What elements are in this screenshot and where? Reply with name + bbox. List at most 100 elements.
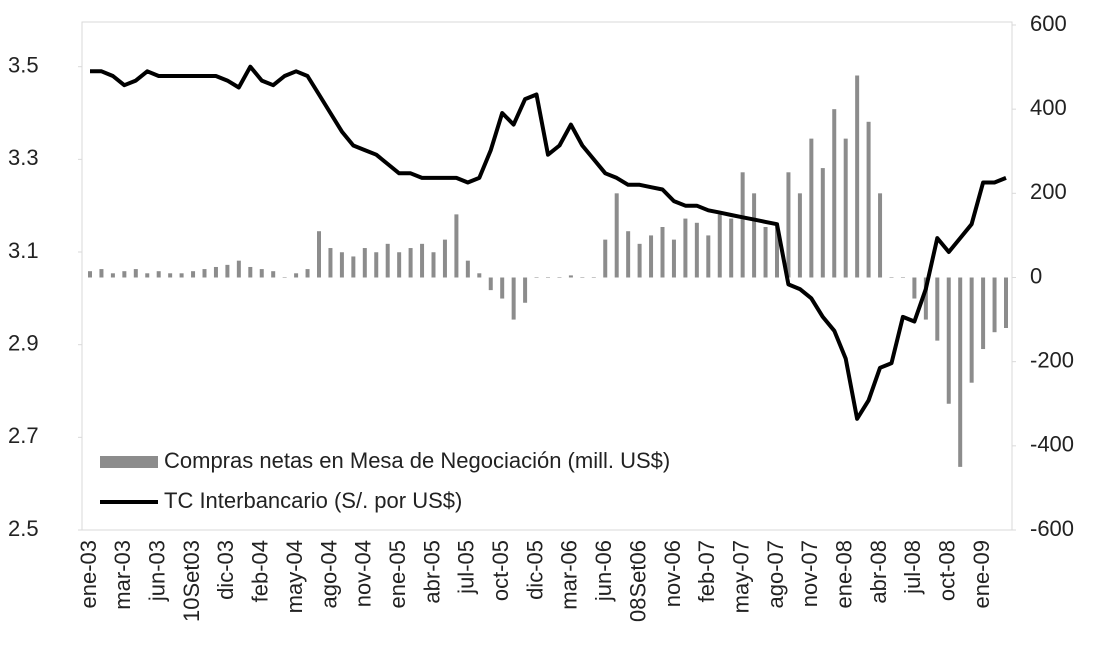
bar xyxy=(809,138,814,278)
bar xyxy=(820,168,825,278)
bar xyxy=(671,239,676,278)
bar xyxy=(328,248,333,278)
bar xyxy=(488,277,493,291)
bar xyxy=(649,235,654,278)
bar xyxy=(706,235,711,278)
bar xyxy=(133,269,138,278)
bar xyxy=(889,277,894,278)
x-tick-label: oct-08 xyxy=(935,540,960,601)
bar xyxy=(866,121,871,278)
x-tick-label: 08Set06 xyxy=(625,540,650,622)
x-tick-label: nov-07 xyxy=(797,540,822,607)
bar xyxy=(1004,277,1008,328)
bar xyxy=(431,252,436,278)
x-tick-label: jul-05 xyxy=(454,540,479,595)
bar xyxy=(523,277,528,303)
bar xyxy=(694,222,699,278)
bar xyxy=(935,277,940,341)
y2-tick-label: -200 xyxy=(1030,347,1074,372)
x-tick-label: nov-06 xyxy=(660,540,685,607)
bar xyxy=(442,239,447,278)
bar xyxy=(729,218,734,278)
y2-tick-label: -400 xyxy=(1030,432,1074,457)
x-tick-label: mar-03 xyxy=(110,540,135,610)
x-tick-label: ene-05 xyxy=(385,540,410,609)
x-tick-label: dic-05 xyxy=(522,540,547,600)
y-tick-label: 2.5 xyxy=(8,516,39,541)
x-tick-label: may-04 xyxy=(282,540,307,613)
bar xyxy=(534,277,539,278)
bar xyxy=(305,269,310,278)
y2-tick-label: 0 xyxy=(1030,263,1042,288)
y2-tick-label: 600 xyxy=(1030,11,1067,36)
x-tick-label: ago-04 xyxy=(316,540,341,609)
bar xyxy=(110,273,115,278)
legend-label: Compras netas en Mesa de Negociación (mi… xyxy=(164,448,670,473)
bar xyxy=(156,271,161,278)
x-tick-label: jun-03 xyxy=(145,540,170,602)
bar xyxy=(168,273,173,278)
bar xyxy=(511,277,516,320)
bar xyxy=(248,266,253,278)
bar xyxy=(603,239,608,278)
x-tick-label: ene-08 xyxy=(832,540,857,609)
bar xyxy=(717,214,722,278)
bar xyxy=(236,260,241,278)
x-tick-label: jul-08 xyxy=(900,540,925,595)
legend-swatch xyxy=(100,456,158,468)
bar xyxy=(946,277,951,404)
bar xyxy=(225,264,230,278)
x-tick-label: 10Set03 xyxy=(179,540,204,622)
bar xyxy=(992,277,997,333)
bar xyxy=(900,277,905,278)
bar xyxy=(775,222,779,278)
bar xyxy=(752,193,757,278)
bar xyxy=(568,275,573,278)
x-tick-label: feb-07 xyxy=(694,540,719,602)
x-tick-label: abr-08 xyxy=(866,540,891,604)
y-tick-label: 3.1 xyxy=(8,238,39,263)
bar xyxy=(397,252,402,278)
bar xyxy=(660,227,665,278)
bar xyxy=(683,218,688,278)
y2-tick-label: -600 xyxy=(1030,516,1074,541)
y2-tick-label: 200 xyxy=(1030,179,1067,204)
x-tick-label: ene-09 xyxy=(969,540,994,609)
bar xyxy=(557,277,562,278)
bar xyxy=(923,277,928,320)
bar xyxy=(740,172,745,278)
bar xyxy=(786,172,791,278)
bar xyxy=(385,243,390,278)
bar xyxy=(614,193,619,278)
bar xyxy=(465,260,470,278)
y2-tick-label: 400 xyxy=(1030,95,1067,120)
bar xyxy=(88,271,92,278)
bar xyxy=(362,248,367,278)
bar xyxy=(179,273,184,278)
bar xyxy=(213,266,218,278)
bar xyxy=(912,277,917,299)
x-tick-label: feb-04 xyxy=(248,540,273,602)
bar xyxy=(763,227,768,278)
bar xyxy=(878,193,883,278)
y-tick-label: 3.3 xyxy=(8,145,39,170)
x-tick-label: ago-07 xyxy=(763,540,788,609)
bar xyxy=(99,269,104,278)
x-tick-label: oct-05 xyxy=(488,540,513,601)
bar xyxy=(637,243,642,278)
bar xyxy=(351,256,356,278)
bar xyxy=(282,277,287,278)
bar xyxy=(981,277,986,350)
bar xyxy=(294,273,299,278)
x-tick-label: mar-06 xyxy=(557,540,582,610)
bar xyxy=(546,277,550,278)
y-tick-label: 2.7 xyxy=(8,423,39,448)
x-tick-label: nov-04 xyxy=(351,540,376,607)
bar xyxy=(843,138,848,278)
bar xyxy=(591,277,596,278)
bar xyxy=(202,269,207,278)
bar xyxy=(797,193,802,278)
bar xyxy=(191,271,196,278)
bar xyxy=(317,231,321,278)
bar xyxy=(477,273,482,278)
